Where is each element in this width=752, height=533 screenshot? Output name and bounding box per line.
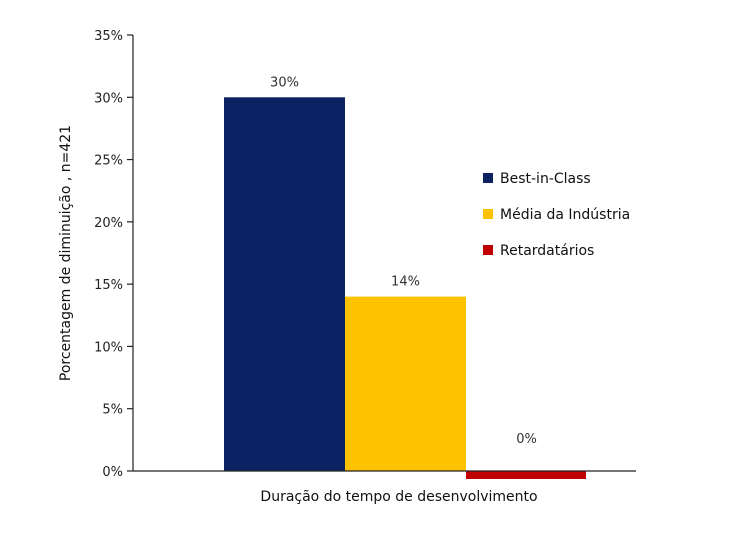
data-label: 14%	[391, 275, 420, 290]
bar-retardat-rios	[466, 471, 586, 479]
data-label: 0%	[516, 432, 537, 447]
data-label: 30%	[270, 75, 299, 90]
y-axis-ticks: 0% 5% 10% 15% 20% 25% 30% 35%	[94, 29, 133, 480]
y-tick-label: 25%	[94, 154, 123, 169]
y-tick-label: 20%	[94, 216, 123, 231]
y-tick-label: 35%	[94, 29, 123, 44]
bars	[224, 97, 586, 479]
bar-best-in-class	[224, 97, 345, 472]
data-labels: 30% 14% 0%	[270, 75, 537, 447]
legend-swatch	[483, 245, 493, 255]
x-axis-title: Duração do tempo de desenvolvimento	[260, 489, 537, 505]
legend-swatch	[483, 173, 493, 183]
bar-m-dia-da-ind-stria	[345, 296, 466, 471]
legend-swatch	[483, 209, 493, 219]
legend-label: Média da Indústria	[500, 207, 630, 223]
legend-label: Retardatários	[500, 243, 594, 259]
y-tick-label: 15%	[94, 278, 123, 293]
legend: Best-in-Class Média da Indústria Retardatá…	[483, 171, 630, 259]
y-tick-label: 0%	[102, 465, 123, 480]
y-tick-label: 30%	[94, 91, 123, 106]
y-axis-title: Porcentagem de diminuição , n=421	[58, 125, 74, 381]
legend-label: Best-in-Class	[500, 171, 591, 187]
y-tick-label: 10%	[94, 340, 123, 355]
y-tick-label: 5%	[102, 403, 123, 418]
